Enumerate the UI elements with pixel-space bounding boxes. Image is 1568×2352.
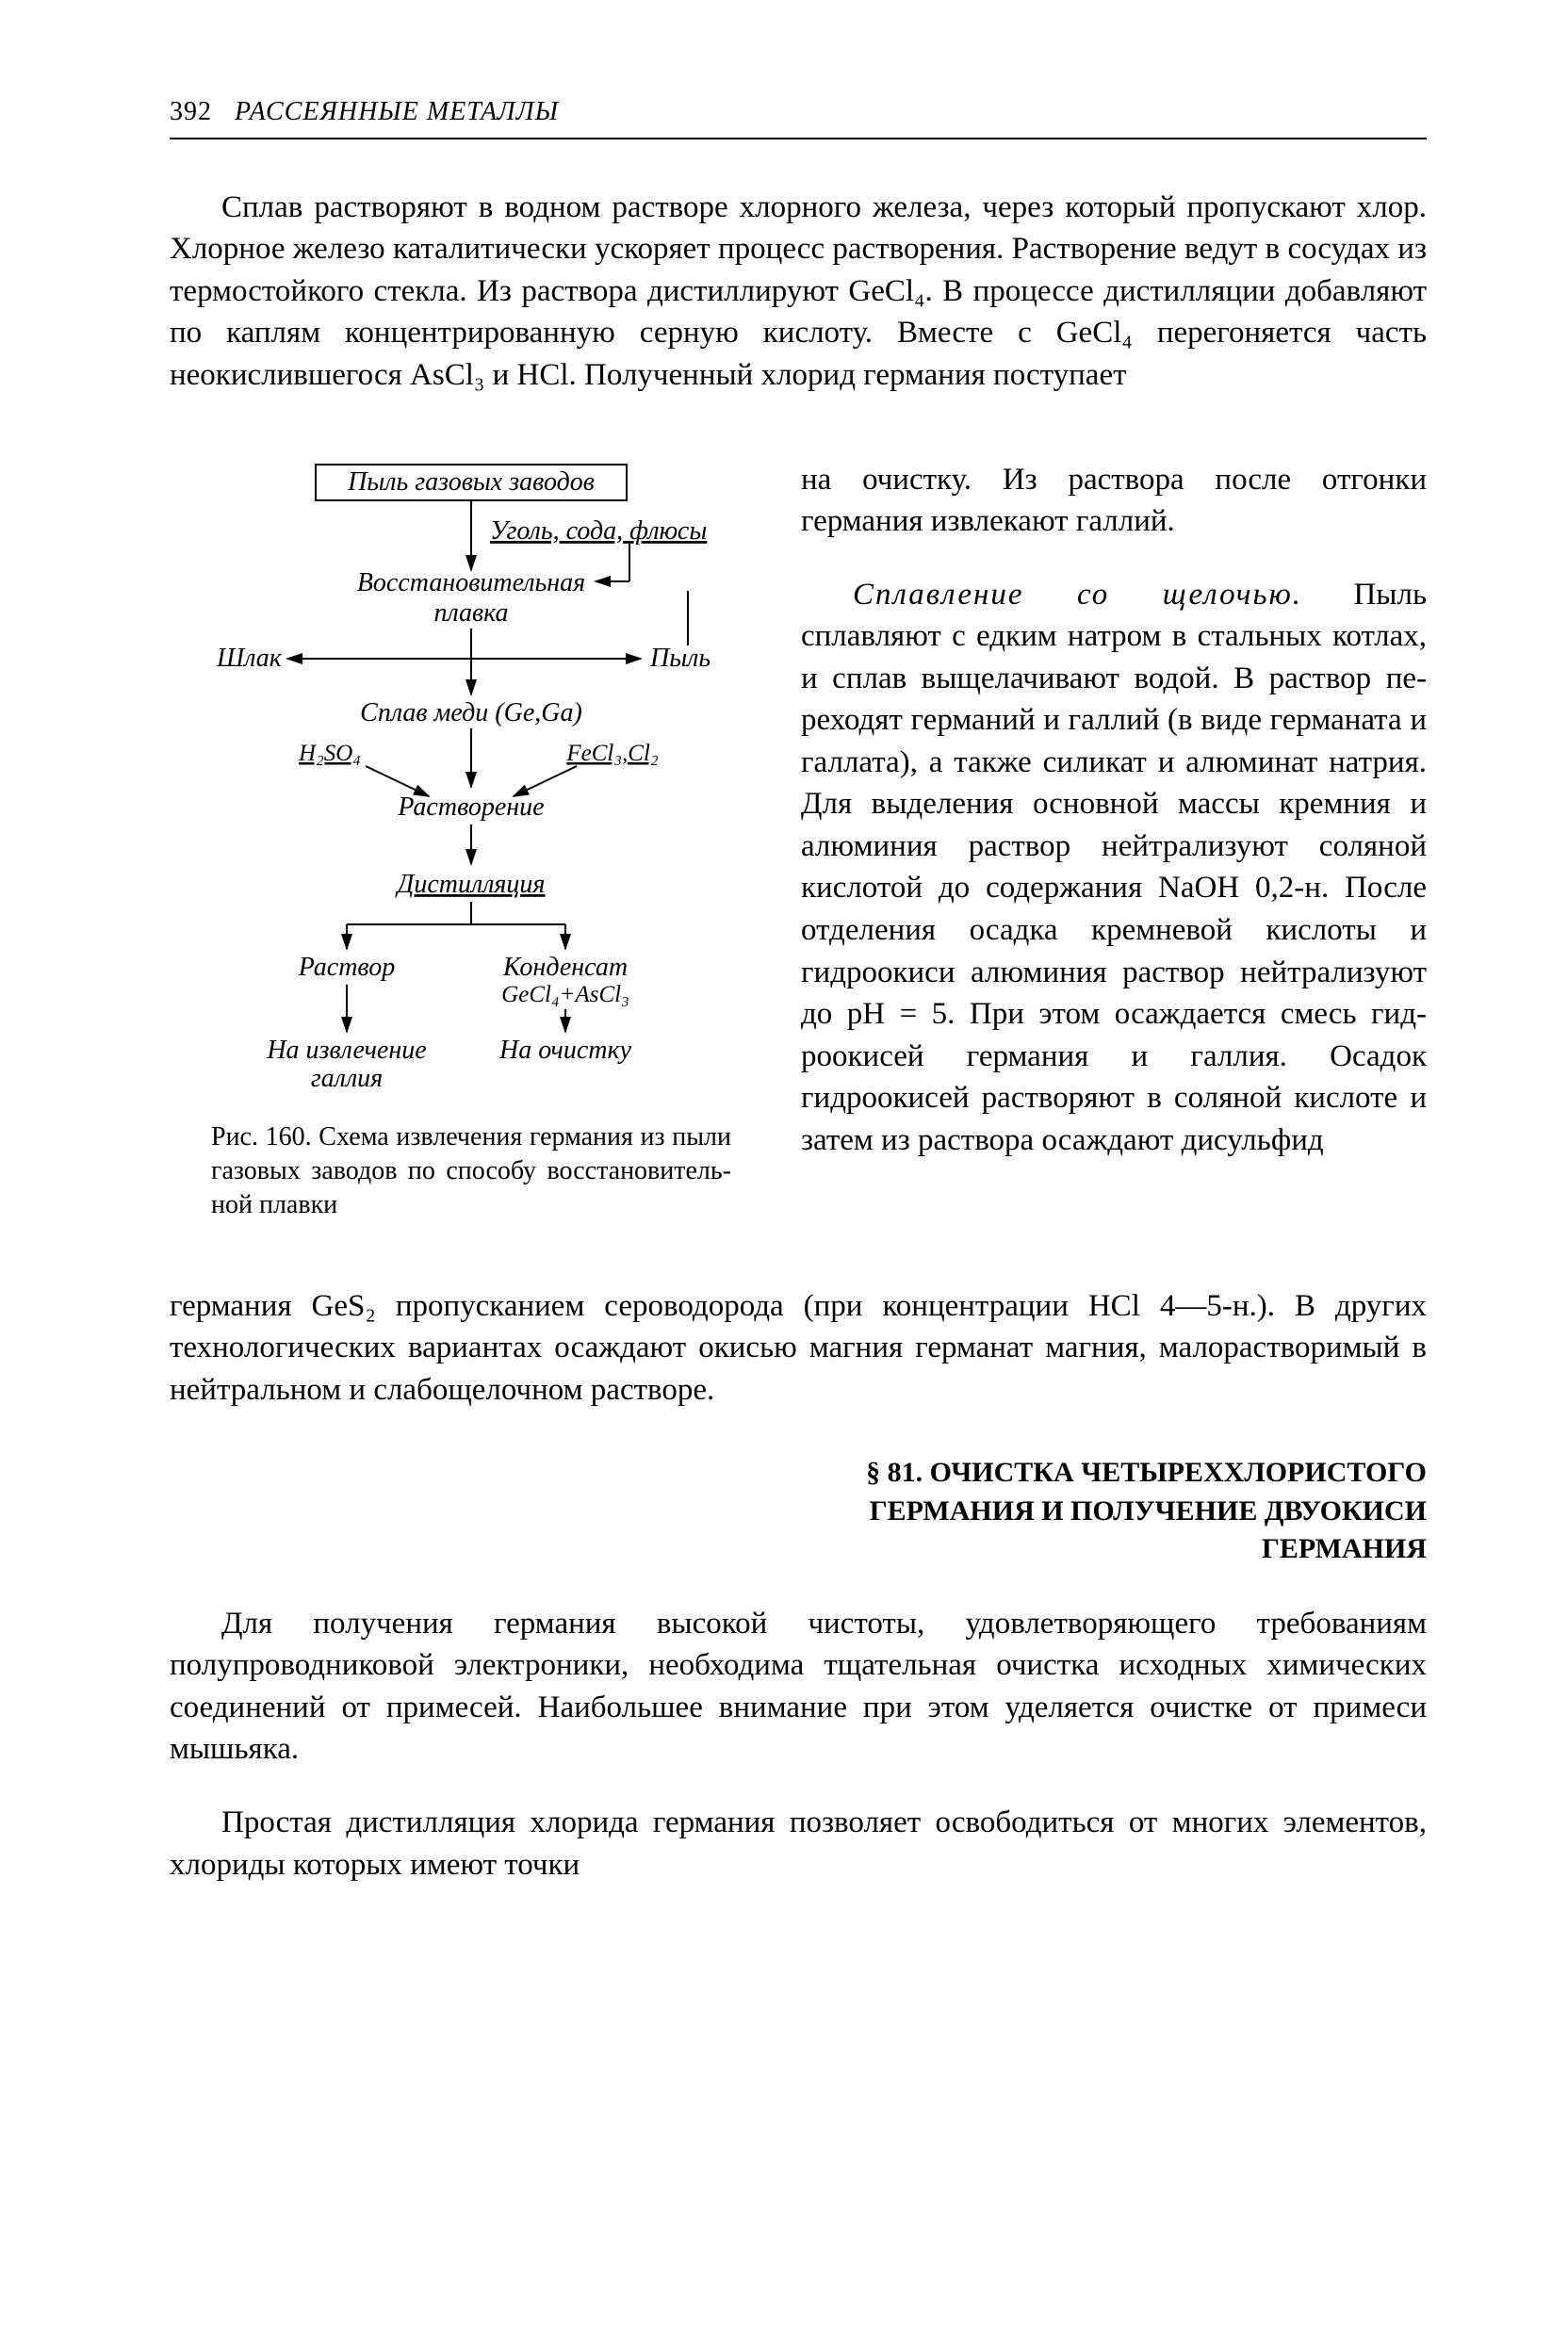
running-head: 392 РАССЕЯННЫЕ МЕТАЛЛЫ: [170, 94, 1427, 139]
figure-160: Пыль газовых заводов Уголь, сода, флюсы …: [207, 459, 735, 1223]
flow-node-condensate-formula: GeCl₄+AsCl₃: [501, 982, 629, 1007]
flow-node-condensate: Конденсат: [502, 953, 628, 982]
running-title: РАССЕЯННЫЕ МЕТАЛЛЫ: [235, 97, 559, 126]
flow-node-fecl: FeCl₃,Cl₂: [565, 741, 659, 766]
flow-node-acid: H₂SO₄: [298, 741, 361, 766]
paragraph-2: германия GeS₂ пропусканием сероводорода …: [170, 1285, 1427, 1412]
flow-node-out-left-2: галлия: [311, 1064, 383, 1093]
paragraph-3: Для получения германия высокой чистоты, …: [170, 1603, 1427, 1771]
section-line-2: ГЕРМАНИЯ И ПОЛУЧЕНИЕ ДВУОКИСИ: [170, 1493, 1427, 1531]
figure-caption: Рис. 160. Схема извлечения гер­мания из …: [207, 1120, 735, 1223]
paragraph-1: Сплав растворяют в водном растворе хлорн…: [170, 187, 1427, 397]
flow-node-solution: Раствор: [298, 953, 395, 982]
flow-node-feed: Уголь, сода, флюсы: [490, 516, 707, 546]
rc2-lead: Сплавление со щелочью.: [853, 578, 1302, 612]
paragraph-4: Простая дистилляция хлорида германия поз…: [170, 1802, 1427, 1886]
flow-node-dust: Пыль: [649, 644, 710, 673]
flow-node-smelt1: Восстановительная: [357, 568, 585, 597]
page: 392 РАССЕЯННЫЕ МЕТАЛЛЫ Сплав растворяют …: [0, 0, 1568, 2352]
page-number: 392: [170, 97, 212, 126]
paragraph-rc1: на очистку. Из раствора после от­гонки г…: [801, 459, 1427, 543]
rc2-body: Пыль сплавляют с едким натром в стальных…: [801, 578, 1427, 1157]
flow-node-smelt2: плавка: [433, 598, 508, 628]
flow-node-top: Пыль газовых заводов: [347, 467, 595, 497]
flow-node-out-left-1: На извлечение: [266, 1036, 426, 1065]
figure-text-columns: Пыль газовых заводов Уголь, сода, флюсы …: [170, 428, 1427, 1254]
flow-node-distill: Дистилляция: [395, 870, 546, 899]
section-heading: § 81. ОЧИСТКА ЧЕТЫРЕХХЛОРИСТОГО ГЕРМАНИЯ…: [170, 1454, 1427, 1569]
section-line-1: § 81. ОЧИСТКА ЧЕТЫРЕХХЛОРИСТОГО: [170, 1454, 1427, 1493]
flow-node-alloy: Сплав меди (Ge,Ga): [360, 698, 582, 727]
flow-node-slag: Шлак: [216, 644, 283, 673]
flowchart-svg: Пыль газовых заводов Уголь, сода, флюсы …: [207, 459, 735, 1109]
section-line-3: ГЕРМАНИЯ: [170, 1530, 1427, 1569]
paragraph-rc2: Сплавление со щелочью. Пыль сплавляют с …: [801, 574, 1427, 1162]
right-column: на очистку. Из раствора после от­гонки г…: [801, 428, 1427, 1254]
flow-node-out-right: На очистку: [498, 1036, 632, 1065]
flow-node-dissolve: Растворение: [397, 792, 544, 822]
